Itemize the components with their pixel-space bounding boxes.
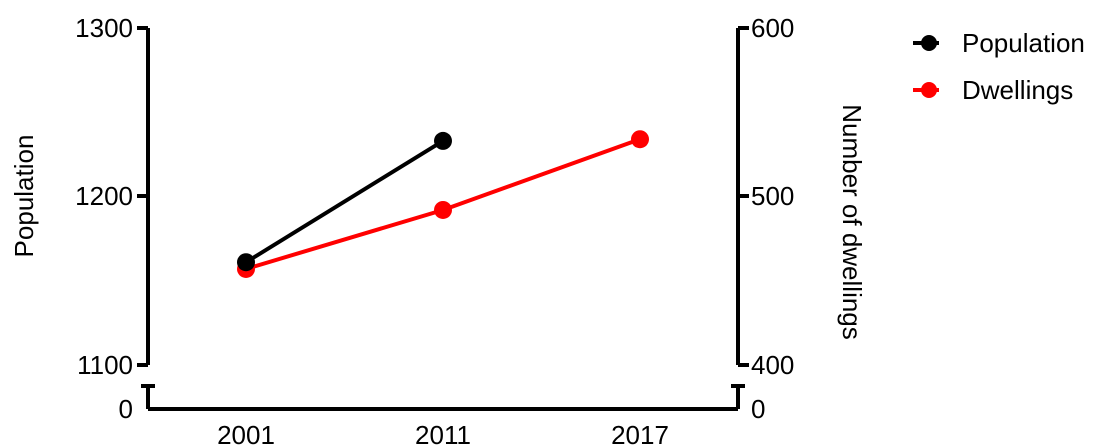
right-tick-label-600: 600 — [751, 13, 794, 43]
x-tick-label-2001: 2001 — [217, 420, 275, 447]
legend-dwellings-marker — [921, 82, 937, 98]
x-tick-label-2017: 2017 — [611, 420, 669, 447]
series-layer — [237, 130, 649, 278]
population-point-2011 — [434, 131, 452, 150]
legend-item-population: Population — [913, 28, 1085, 58]
left-tick-label-1200: 1200 — [75, 181, 133, 211]
legend-population-marker — [921, 35, 937, 51]
x-tick-label-2011: 2011 — [415, 420, 471, 447]
legend-item-dwellings: Dwellings — [913, 75, 1073, 105]
legend-dwellings-label: Dwellings — [962, 75, 1073, 105]
x-axis: 2001 2011 2017 — [148, 407, 738, 447]
right-axis-title: Number of dwellings — [837, 104, 867, 340]
right-tick-label-500: 500 — [751, 181, 794, 211]
right-tick-label-0: 0 — [751, 394, 765, 424]
right-y-axis: 600 500 400 0 Number of dwellings — [731, 13, 867, 424]
population-point-2001 — [237, 253, 255, 272]
right-tick-label-400: 400 — [751, 350, 794, 380]
legend: Population Dwellings — [913, 28, 1085, 105]
legend-population-label: Population — [962, 28, 1085, 58]
left-tick-label-1100: 1100 — [77, 350, 133, 380]
population-series-line — [244, 139, 445, 264]
left-y-axis: 1300 1200 1100 0 Population — [9, 13, 155, 424]
dwellings-point-2017 — [631, 130, 649, 149]
left-axis-title: Population — [9, 135, 39, 258]
left-tick-label-1300: 1300 — [75, 13, 133, 43]
left-tick-label-0: 0 — [119, 394, 133, 424]
dwellings-point-2011 — [434, 200, 452, 219]
